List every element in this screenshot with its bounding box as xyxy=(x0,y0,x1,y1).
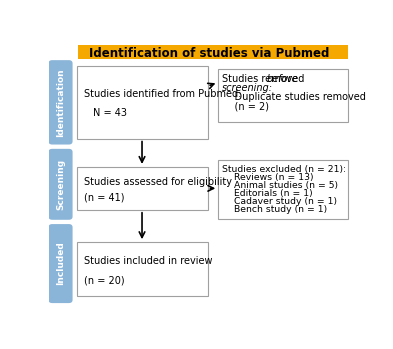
FancyBboxPatch shape xyxy=(77,66,208,139)
FancyBboxPatch shape xyxy=(77,167,208,210)
FancyBboxPatch shape xyxy=(77,242,208,296)
Text: Included: Included xyxy=(56,242,65,285)
Text: Identification of studies via Pubmed: Identification of studies via Pubmed xyxy=(89,47,329,60)
FancyBboxPatch shape xyxy=(48,149,73,220)
Text: screening:: screening: xyxy=(222,83,273,93)
FancyBboxPatch shape xyxy=(48,60,73,144)
FancyBboxPatch shape xyxy=(218,69,348,122)
Text: N = 43: N = 43 xyxy=(93,108,127,118)
Text: Duplicate studies removed: Duplicate studies removed xyxy=(222,92,366,102)
Text: Studies excluded (n = 21):: Studies excluded (n = 21): xyxy=(222,165,346,174)
Text: Studies identified from Pubmed:: Studies identified from Pubmed: xyxy=(84,89,242,99)
Text: Reviews (n = 13): Reviews (n = 13) xyxy=(222,173,313,182)
FancyBboxPatch shape xyxy=(218,160,348,219)
Text: Screening: Screening xyxy=(56,159,65,210)
Text: Studies removed: Studies removed xyxy=(222,74,307,84)
Text: (n = 20): (n = 20) xyxy=(84,276,125,286)
Text: Studies assessed for eligibility: Studies assessed for eligibility xyxy=(84,177,232,187)
Text: (n = 2): (n = 2) xyxy=(222,101,269,111)
Text: Studies included in review: Studies included in review xyxy=(84,256,213,266)
FancyBboxPatch shape xyxy=(78,45,348,59)
Text: Cadaver study (n = 1): Cadaver study (n = 1) xyxy=(222,197,337,206)
Text: before: before xyxy=(267,74,299,84)
Text: Identification: Identification xyxy=(56,68,65,137)
Text: Editorials (n = 1): Editorials (n = 1) xyxy=(222,189,312,198)
Text: Animal studies (n = 5): Animal studies (n = 5) xyxy=(222,181,338,190)
FancyBboxPatch shape xyxy=(48,224,73,303)
Text: (n = 41): (n = 41) xyxy=(84,193,125,203)
Text: Bench study (n = 1): Bench study (n = 1) xyxy=(222,205,327,214)
